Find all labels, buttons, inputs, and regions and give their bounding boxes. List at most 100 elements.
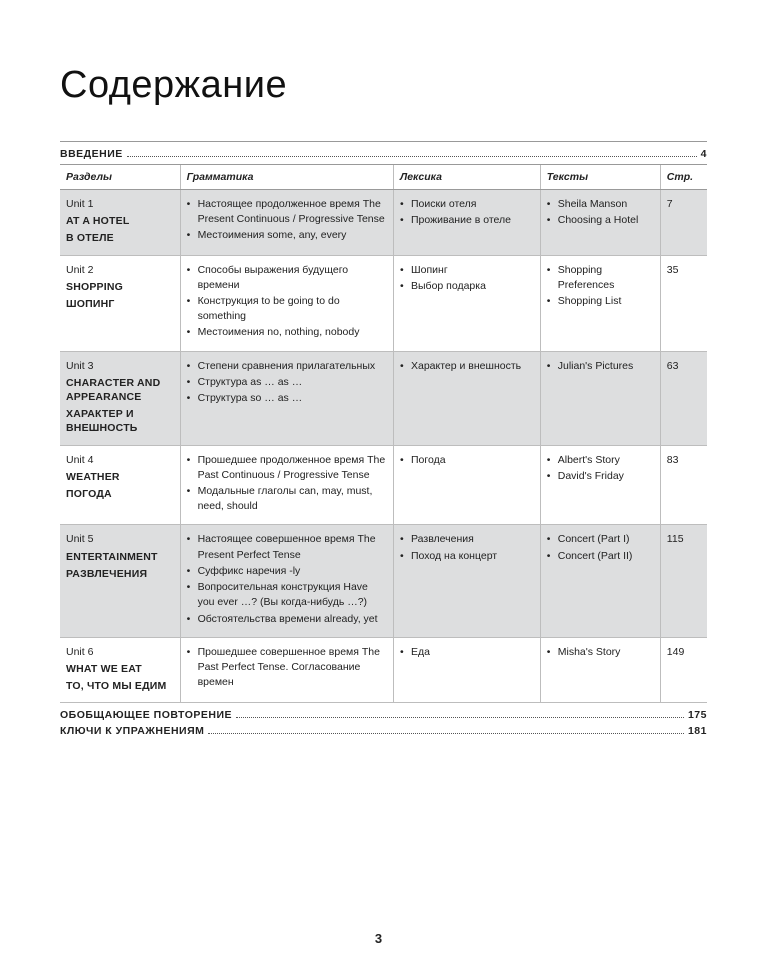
leader-dots [208,728,684,734]
texts-cell: Concert (Part I) Concert (Part II) [540,525,660,637]
th-page: Стр. [660,165,707,190]
unit-number: Unit 6 [66,645,174,660]
list-item: Местоимения some, any, every [187,228,387,243]
th-lexis: Лексика [394,165,541,190]
list-item: Способы выражения будущего времени [187,263,387,293]
unit-cell: Unit 2 SHOPPING ШОПИНГ [60,255,180,351]
list-item: Sheila Manson [547,197,654,212]
list-item: Модальные глаголы can, may, must, need, … [187,484,387,514]
texts-cell-list: Misha's Story [547,645,654,660]
grammar-cell: Настоящее продолженное время The Present… [180,190,393,256]
toc-title: Содержание [60,64,707,107]
list-item: Шопинг [400,263,534,278]
unit-number: Unit 3 [66,359,174,374]
footer-page: 175 [688,709,707,721]
unit-title: WHAT WE EAT [66,662,174,676]
texts-cell-list: Albert's StoryDavid's Friday [547,453,654,484]
grammar-cell: Прошедшее совершенное время The Past Per… [180,637,393,703]
texts-cell: Sheila MansonChoosing a Hotel [540,190,660,256]
unit-number: Unit 5 [66,532,174,547]
footer-label: ОБОБЩАЮЩЕЕ ПОВТОРЕНИЕ [60,709,232,721]
table-row: Unit 5 ENTERTAINMENT РАЗВЛЕЧЕНИЯ Настоящее … [60,525,707,637]
list-item: Вопросительная конструкция Have you ever… [187,580,387,610]
grammar-cell: Настоящее совершенное время The Present … [180,525,393,637]
footer-row: ОБОБЩАЮЩЕЕ ПОВТОРЕНИЕ 175 [60,709,707,721]
texts-cell: Albert's StoryDavid's Friday [540,445,660,525]
rule-top [60,141,707,142]
unit-cell: Unit 5 ENTERTAINMENT РАЗВЛЕЧЕНИЯ [60,525,180,637]
grammar-cell: Степени сравнения прилагательныхСтруктур… [180,351,393,445]
unit-title: CHARACTER AND APPEARANCE [66,376,174,404]
grammar-cell: Способы выражения будущего времениКонстр… [180,255,393,351]
th-unit: Разделы [60,165,180,190]
list-item: Choosing a Hotel [547,213,654,228]
table-row: Unit 1AT A HOTELВ ОТЕЛЕНастоящее продолж… [60,190,707,256]
th-texts: Тексты [540,165,660,190]
list-item: Julian's Pictures [547,359,654,374]
list-item: Еда [400,645,534,660]
leader-dots [127,151,697,157]
unit-number: Unit 4 [66,453,174,468]
list-item: Конструкция to be going to do something [187,294,387,324]
lexis-cell-list: ШопингВыбор подарка [400,263,534,294]
list-item: Shopping List [547,294,654,309]
list-item: Поход на концерт [400,549,534,564]
list-item: Поиски отеля [400,197,534,212]
table-row: Unit 6WHAT WE EATТО, ЧТО МЫ ЕДИМПрошедше… [60,637,707,703]
th-grammar: Грамматика [180,165,393,190]
list-item: Выбор подарка [400,279,534,294]
unit-title: WEATHER [66,470,174,484]
unit-cell: Unit 4 WEATHER ПОГОДА [60,445,180,525]
list-item: Структура as … as … [187,375,387,390]
footer-row: КЛЮЧИ К УПРАЖНЕНИЯМ 181 [60,725,707,737]
lexis-cell: Характер и внешность [394,351,541,445]
unit-number: Unit 2 [66,263,174,278]
list-item: Характер и внешность [400,359,534,374]
toc-table: Разделы Грамматика Лексика Тексты Стр. U… [60,164,707,703]
lexis-cell-list: Погода [400,453,534,468]
texts-cell-list: Julian's Pictures [547,359,654,374]
unit-title: ПОГОДА [66,487,174,501]
list-item: Настоящее совершенное время The Present … [187,532,387,562]
grammar-cell-list: Способы выражения будущего времениКонстр… [187,263,387,341]
unit-title: SHOPPING [66,280,174,294]
table-row: Unit 4 WEATHER ПОГОДА Прошедшее продолженно… [60,445,707,525]
unit-title: ШОПИНГ [66,297,174,311]
texts-cell: Misha's Story [540,637,660,703]
lexis-cell: Поиски отеляПроживание в отеле [394,190,541,256]
list-item: Albert's Story [547,453,654,468]
footer-page: 181 [688,725,707,737]
list-item: Concert (Part II) [547,549,654,564]
unit-cell: Unit 6WHAT WE EATТО, ЧТО МЫ ЕДИМ [60,637,180,703]
unit-title: В ОТЕЛЕ [66,231,174,245]
unit-cell: Unit 3CHARACTER AND APPEARANCEХАРАКТЕР И… [60,351,180,445]
texts-cell-list: Shopping PreferencesShopping List [547,263,654,310]
list-item: David's Friday [547,469,654,484]
page-number: 3 [0,931,757,946]
grammar-cell: Прошедшее продолженное время The Past Co… [180,445,393,525]
leader-dots [236,712,684,718]
list-item: Обстоятельства времени already, yet [187,612,387,627]
list-item: Степени сравнения прилагательных [187,359,387,374]
list-item: Погода [400,453,534,468]
lexis-cell-list: Еда [400,645,534,660]
toc-header-row: Разделы Грамматика Лексика Тексты Стр. [60,165,707,190]
intro-label: ВВЕДЕНИЕ [60,148,123,160]
list-item: Местоимения no, nothing, nobody [187,325,387,340]
page-cell: 83 [660,445,707,525]
table-row: Unit 2 SHOPPING ШОПИНГ Способы выражения бу… [60,255,707,351]
page-cell: 115 [660,525,707,637]
texts-cell: Julian's Pictures [540,351,660,445]
unit-cell: Unit 1AT A HOTELВ ОТЕЛЕ [60,190,180,256]
unit-number: Unit 1 [66,197,174,212]
grammar-cell-list: Настоящее продолженное время The Present… [187,197,387,244]
lexis-cell: Погода [394,445,541,525]
unit-title: ENTERTAINMENT [66,550,174,564]
texts-cell: Shopping PreferencesShopping List [540,255,660,351]
list-item: Concert (Part I) [547,532,654,547]
list-item: Структура so … as … [187,391,387,406]
list-item: Настоящее продолженное время The Present… [187,197,387,227]
unit-title: РАЗВЛЕЧЕНИЯ [66,567,174,581]
intro-page: 4 [701,148,707,160]
footer-label: КЛЮЧИ К УПРАЖНЕНИЯМ [60,725,204,737]
